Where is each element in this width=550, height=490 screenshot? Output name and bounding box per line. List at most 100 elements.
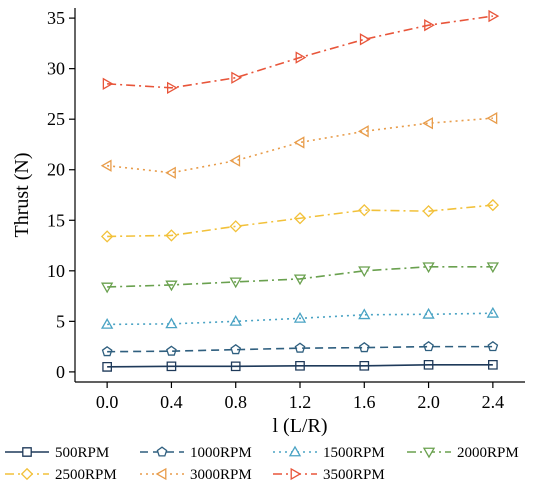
data-point (293, 212, 307, 225)
data-point (165, 317, 178, 329)
data-point (358, 203, 371, 217)
legend-item-1000RPM: 1000RPM (140, 445, 252, 461)
series-line (107, 265, 493, 288)
data-point (423, 340, 434, 352)
series-1000RPM (101, 340, 499, 357)
data-point (229, 314, 242, 326)
data-point (295, 360, 305, 371)
series-line (107, 204, 493, 238)
x-tick-label: 2.4 (482, 392, 505, 412)
legend-label: 2500RPM (55, 467, 117, 483)
y-tick-label: 5 (56, 311, 65, 331)
data-point (422, 262, 435, 274)
y-tick-label: 15 (47, 210, 65, 230)
data-point (486, 262, 500, 274)
data-point (100, 282, 114, 294)
data-point (100, 159, 112, 172)
series-3000RPM (100, 112, 498, 179)
data-point (293, 311, 307, 323)
series-line (107, 312, 493, 326)
data-point (230, 344, 242, 355)
plot-area: 0.0 0.4 0.8 1.2 1.6 2.0 2.4 0 5 10 15 20 25 30 35 l (L/… (11, 8, 525, 437)
legend-label: 2000RPM (457, 445, 519, 461)
series-line (107, 15, 493, 89)
data-point (102, 361, 112, 372)
data-point (166, 345, 177, 356)
legend-marker (156, 446, 168, 457)
data-point (422, 205, 435, 218)
data-point (424, 19, 435, 32)
x-tick-label: 0.8 (224, 392, 247, 412)
data-point (293, 274, 307, 286)
data-point (486, 198, 500, 212)
x-tick-label: 0.4 (160, 392, 183, 412)
legend-item-3000RPM: 3000RPM (140, 467, 252, 483)
data-point (358, 308, 371, 320)
x-axis-label: l (L/R) (273, 415, 328, 437)
series-2000RPM (100, 262, 500, 294)
series-line (107, 345, 493, 353)
legend-item-2500RPM: 2500RPM (5, 467, 117, 483)
legend: 500RPM 1000RPM 1500RPM 2000RPM 2500RPM 3000RP… (5, 445, 519, 483)
data-point (293, 136, 305, 149)
y-tick-label: 30 (47, 59, 65, 79)
data-point (488, 359, 498, 370)
y-axis-label: Thrust (N) (11, 153, 33, 238)
data-point (358, 266, 371, 278)
legend-label: 3500RPM (323, 467, 385, 483)
y-tick-label: 20 (47, 160, 65, 180)
legend-label: 3000RPM (190, 467, 252, 483)
data-point (229, 277, 242, 289)
legend-marker (20, 467, 34, 481)
x-tick-label: 0.0 (96, 392, 119, 412)
data-point (486, 306, 500, 318)
series-500RPM (102, 359, 498, 372)
data-point (359, 33, 371, 46)
data-point (422, 307, 435, 319)
data-point (359, 360, 370, 371)
data-point (486, 112, 498, 125)
data-point (101, 346, 113, 357)
y-tick-label: 10 (47, 261, 65, 281)
data-point (488, 9, 500, 23)
legend-label: 500RPM (55, 445, 109, 461)
series-1500RPM (100, 306, 500, 329)
data-point (357, 125, 369, 138)
series-3500RPM (102, 9, 500, 95)
y-tick-label: 25 (47, 109, 65, 129)
legend-label: 1000RPM (190, 445, 252, 461)
data-point (100, 318, 114, 329)
legend-item-1500RPM: 1500RPM (273, 445, 385, 461)
legend-marker (422, 447, 436, 459)
y-tick-label: 0 (56, 362, 65, 382)
data-point (100, 230, 114, 243)
legend-marker (288, 445, 302, 457)
x-tick-label: 1.2 (289, 392, 312, 412)
legend-item-3500RPM: 3500RPM (273, 467, 385, 483)
data-point (229, 154, 241, 167)
data-point (165, 166, 176, 179)
data-point (166, 361, 177, 372)
data-point (165, 229, 178, 242)
data-point (165, 280, 178, 292)
legend-marker (22, 447, 32, 457)
data-point (295, 51, 307, 64)
data-point (423, 359, 434, 370)
data-point (229, 220, 242, 233)
data-point (230, 361, 241, 372)
data-point (167, 81, 178, 95)
x-tick-label: 1.6 (353, 392, 376, 412)
data-point (102, 77, 114, 90)
data-point (294, 342, 306, 353)
y-tick-label: 35 (47, 8, 65, 28)
data-point (231, 71, 243, 84)
legend-marker (290, 467, 302, 481)
legend-label: 1500RPM (323, 445, 385, 461)
x-tick-label: 2.0 (417, 392, 440, 412)
data-point (487, 340, 499, 352)
legend-item-2000RPM: 2000RPM (407, 445, 519, 461)
data-point (422, 117, 433, 130)
data-point (358, 341, 370, 353)
series-2500RPM (100, 198, 500, 243)
